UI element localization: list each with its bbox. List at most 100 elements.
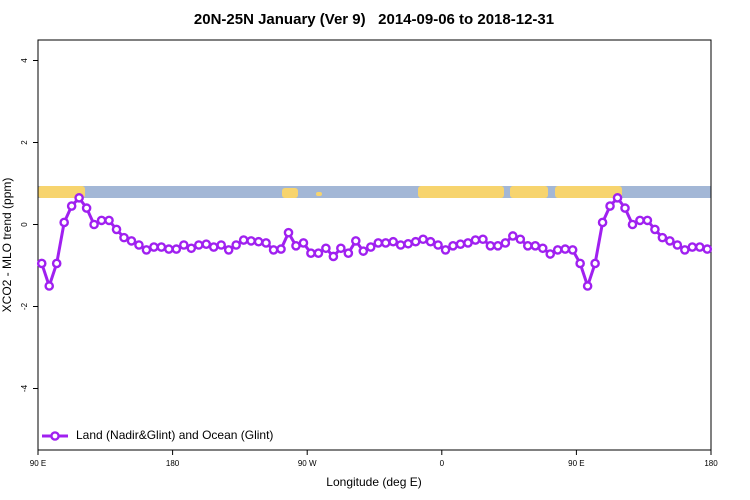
y-tick-label: -2 [20,302,29,310]
point [51,258,62,269]
point [134,240,144,250]
point [74,193,84,203]
point [268,245,279,255]
point [694,242,705,252]
point [171,244,182,254]
point [104,215,114,226]
point [500,238,511,248]
y-tick-label: 4 [20,58,29,63]
point [440,245,451,255]
point [463,238,473,248]
point [111,224,122,235]
point [66,201,77,211]
point [545,249,556,259]
point [680,245,690,255]
point [44,281,55,291]
point [149,242,159,252]
point [126,236,137,246]
x-tick-label: 90 E [568,459,584,468]
point [410,236,421,247]
point [672,240,683,250]
point [635,215,645,226]
point [485,241,496,251]
point [665,236,675,246]
point [597,217,608,228]
point [321,243,331,254]
point [515,234,526,245]
point [395,240,406,250]
point [231,240,241,250]
point [223,245,234,255]
point [582,281,593,291]
point [687,242,698,252]
point [455,239,466,249]
x-tick-label: 90 E [30,459,46,468]
point [552,245,563,255]
x-tick-label: 90 W [298,459,317,468]
point [96,215,107,226]
point [276,244,286,254]
legend-marker [50,431,60,441]
point [365,242,376,252]
point [313,248,324,258]
point [493,241,503,251]
legend-label: Land (Nadir&Glint) and Ocean (Glint) [76,428,273,442]
point [522,241,533,251]
point [306,248,316,258]
point [141,245,152,255]
point [650,224,660,235]
point [605,201,615,211]
point [373,238,384,248]
point [657,232,668,243]
x-axis-label: Longitude (deg E) [326,475,421,489]
point [81,203,92,213]
point [620,203,630,213]
point [201,239,212,249]
y-axis-label: XCO2 - MLO trend (ppm) [0,178,14,313]
y-tick-label: -4 [20,384,29,392]
y-tick-label: 0 [20,222,29,227]
point [560,244,570,254]
point [530,241,541,251]
point [590,258,600,269]
point [208,242,219,252]
plot-frame [37,39,712,451]
point [433,240,443,250]
point [336,243,346,254]
point [508,231,518,241]
point [358,246,369,256]
point [388,236,398,247]
point [179,240,189,250]
point [238,235,249,245]
point [216,240,227,250]
point [261,238,271,248]
map-strip [38,186,711,198]
point [351,236,361,246]
point [298,238,309,248]
point [425,236,436,247]
point [193,240,204,250]
point [343,248,354,258]
x-tick-label: 180 [166,459,180,468]
point [627,219,638,230]
point [612,193,623,203]
point [567,245,578,255]
point [156,242,167,252]
point [36,258,47,269]
x-tick-label: 180 [704,459,718,468]
point [89,219,99,230]
point [403,238,413,249]
point [478,234,488,245]
point [291,241,301,251]
point [186,243,197,254]
point [59,217,69,228]
x-tick-label: 0 [440,459,445,468]
point [642,215,653,226]
point [470,235,481,245]
point [702,244,713,254]
point [164,244,174,254]
point [418,234,428,245]
y-tick-label: 2 [20,140,29,145]
point [246,236,256,246]
